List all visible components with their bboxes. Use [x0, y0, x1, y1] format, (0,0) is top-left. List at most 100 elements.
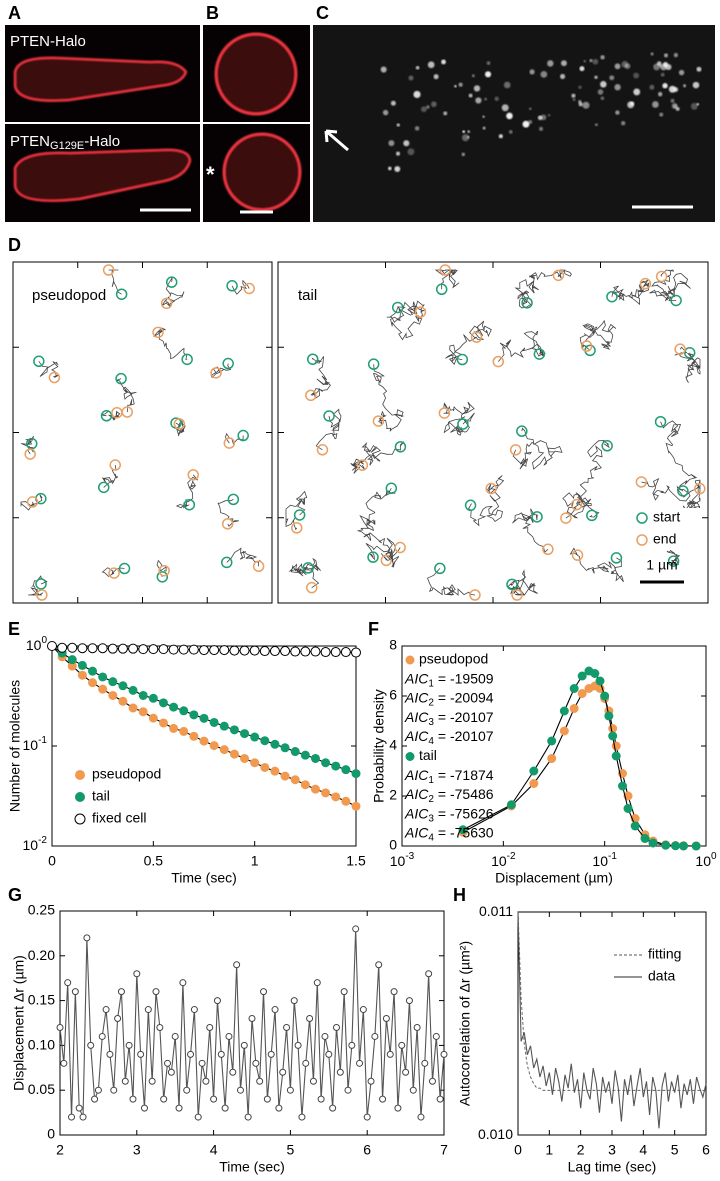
data-point — [94, 1086, 102, 1094]
spot — [506, 112, 513, 120]
data-point — [375, 961, 383, 969]
aic-label: AIC — [404, 824, 429, 840]
start-marker — [601, 440, 613, 452]
trajectory — [512, 508, 549, 554]
spot — [621, 121, 626, 126]
data-point — [577, 671, 587, 681]
spot — [390, 100, 396, 106]
start-marker — [302, 562, 314, 574]
spot — [592, 58, 599, 65]
end-marker — [570, 498, 583, 511]
y-tick-label: 2 — [389, 787, 397, 803]
tick-label-exponent: -1 — [608, 851, 617, 862]
tick-label-base: 10 — [491, 853, 507, 869]
trajectory — [28, 575, 48, 596]
start-marker — [33, 355, 45, 368]
spot — [426, 105, 430, 109]
spot — [633, 88, 641, 96]
data-point — [175, 1104, 183, 1112]
end-marker — [438, 407, 451, 419]
trajectory — [512, 427, 563, 470]
trajectory — [38, 361, 60, 378]
data-point — [102, 1006, 110, 1014]
spot — [683, 84, 687, 88]
legend-label: fitting — [648, 946, 681, 962]
legend-marker — [75, 770, 85, 780]
data-point — [179, 726, 189, 736]
end-marker — [316, 444, 329, 456]
data-point — [229, 749, 239, 759]
aic-value: = -75630 — [438, 824, 494, 840]
data-point — [428, 1077, 436, 1085]
data-point — [352, 925, 360, 933]
end-marker — [305, 389, 317, 402]
spot — [571, 93, 576, 98]
data-point — [294, 1041, 302, 1049]
spot — [547, 60, 554, 67]
data-point — [169, 723, 179, 733]
start-marker — [183, 498, 196, 511]
aic-line: AIC3 = -20107 — [404, 709, 494, 728]
trajectory — [357, 488, 396, 563]
x-tick-label: 6 — [702, 1142, 710, 1158]
y-tick-label: 10-1 — [23, 735, 48, 753]
data-point — [267, 1050, 275, 1058]
data-point — [144, 1006, 152, 1014]
data-point — [77, 670, 87, 680]
data-point — [331, 761, 341, 771]
panel-label: G — [8, 885, 22, 905]
start-marker — [237, 429, 249, 442]
data-point — [321, 788, 331, 798]
data-point — [590, 669, 600, 678]
end-marker — [221, 518, 234, 530]
data-point — [280, 743, 290, 753]
data-point — [679, 841, 689, 851]
data-point — [156, 1023, 164, 1031]
data-point — [108, 677, 118, 687]
data-point — [611, 741, 621, 751]
data-point — [275, 1104, 283, 1112]
data-point — [302, 1059, 310, 1067]
spot — [659, 112, 664, 117]
trajectory — [175, 419, 186, 437]
data-point — [225, 1032, 233, 1040]
data-point — [661, 840, 671, 850]
spot — [663, 53, 669, 58]
start-marker — [181, 353, 193, 366]
legend-marker — [405, 752, 415, 761]
tick-label-base: 10 — [390, 853, 406, 869]
tick-label-exponent: -1 — [38, 735, 47, 746]
data-point — [164, 1059, 172, 1067]
data-point — [398, 1041, 406, 1049]
spot — [475, 97, 482, 104]
start-marker — [293, 509, 306, 521]
start-marker — [323, 410, 335, 422]
data-point — [171, 1032, 179, 1040]
trajectory — [611, 279, 650, 306]
end-marker — [439, 264, 451, 276]
data-point — [189, 731, 199, 741]
trajectory — [226, 547, 261, 567]
aic-index: 4 — [428, 832, 434, 843]
trajectory — [372, 364, 404, 432]
start-marker — [222, 357, 234, 370]
data-point — [271, 1006, 279, 1014]
data-point — [249, 645, 260, 656]
data-point — [417, 1113, 425, 1121]
spot — [656, 61, 662, 66]
data-point — [250, 732, 260, 742]
data-point — [359, 1006, 367, 1014]
trajectory — [562, 492, 600, 518]
trajectory — [108, 269, 122, 295]
end-marker — [173, 418, 186, 430]
aic-value: = -19509 — [438, 670, 494, 686]
data-point — [436, 1095, 444, 1103]
data-point — [158, 698, 168, 708]
start-marker — [227, 493, 240, 506]
data-point — [77, 643, 88, 654]
data-point — [125, 1041, 133, 1049]
data-point — [270, 739, 280, 749]
data-point — [239, 645, 250, 656]
start-marker — [654, 415, 667, 428]
